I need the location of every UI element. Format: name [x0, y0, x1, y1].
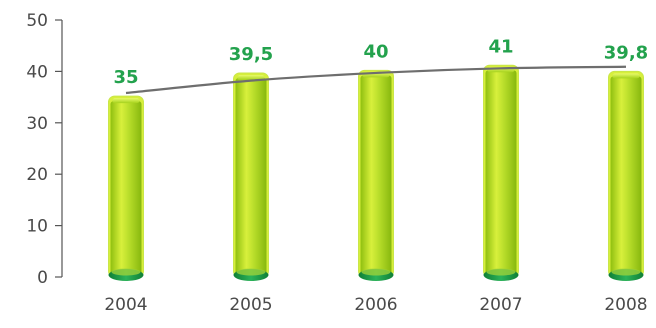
- bar-body: [610, 76, 642, 277]
- bar-base-highlight: [611, 268, 641, 276]
- y-axis: 0 10 20 30 40 50: [26, 11, 63, 288]
- bar: [233, 72, 269, 281]
- bar: [483, 64, 519, 281]
- bars: [108, 64, 644, 281]
- bar-base-highlight: [111, 268, 141, 276]
- y-tick-label: 20: [26, 165, 48, 185]
- data-label: 35: [113, 67, 138, 88]
- data-labels: 35 39,5 40 41 39,8: [113, 36, 648, 88]
- bar-base-highlight: [361, 268, 391, 276]
- x-tick-label: 2008: [604, 295, 647, 315]
- bar-base-highlight: [236, 268, 266, 276]
- data-label: 39,8: [604, 42, 648, 63]
- y-tick-label: 30: [26, 114, 48, 134]
- y-tick-label: 50: [26, 11, 48, 31]
- data-label: 41: [488, 36, 513, 57]
- bar-base-highlight: [486, 268, 516, 276]
- bar-body: [360, 75, 392, 278]
- bar-body: [110, 101, 142, 277]
- bar: [358, 69, 394, 281]
- y-tick-label: 0: [37, 268, 48, 288]
- trend-line: [125, 65, 627, 95]
- x-tick-label: 2006: [354, 295, 397, 315]
- bar-cap: [612, 73, 640, 79]
- data-label: 39,5: [229, 44, 273, 65]
- bar-cap: [112, 98, 140, 104]
- x-tick-label: 2004: [104, 295, 147, 315]
- bar-cap: [237, 74, 265, 80]
- y-tick-label: 10: [26, 217, 48, 237]
- data-label: 40: [363, 41, 388, 62]
- x-tick-label: 2007: [479, 295, 522, 315]
- bar: [108, 95, 144, 281]
- bar-body: [235, 77, 267, 277]
- x-axis: 2004 2005 2006 2007 2008: [104, 295, 647, 315]
- bar: [608, 70, 644, 281]
- x-tick-label: 2005: [229, 295, 272, 315]
- y-tick-label: 40: [26, 62, 48, 82]
- trend-line-group: [125, 65, 627, 95]
- bar-body: [485, 70, 517, 277]
